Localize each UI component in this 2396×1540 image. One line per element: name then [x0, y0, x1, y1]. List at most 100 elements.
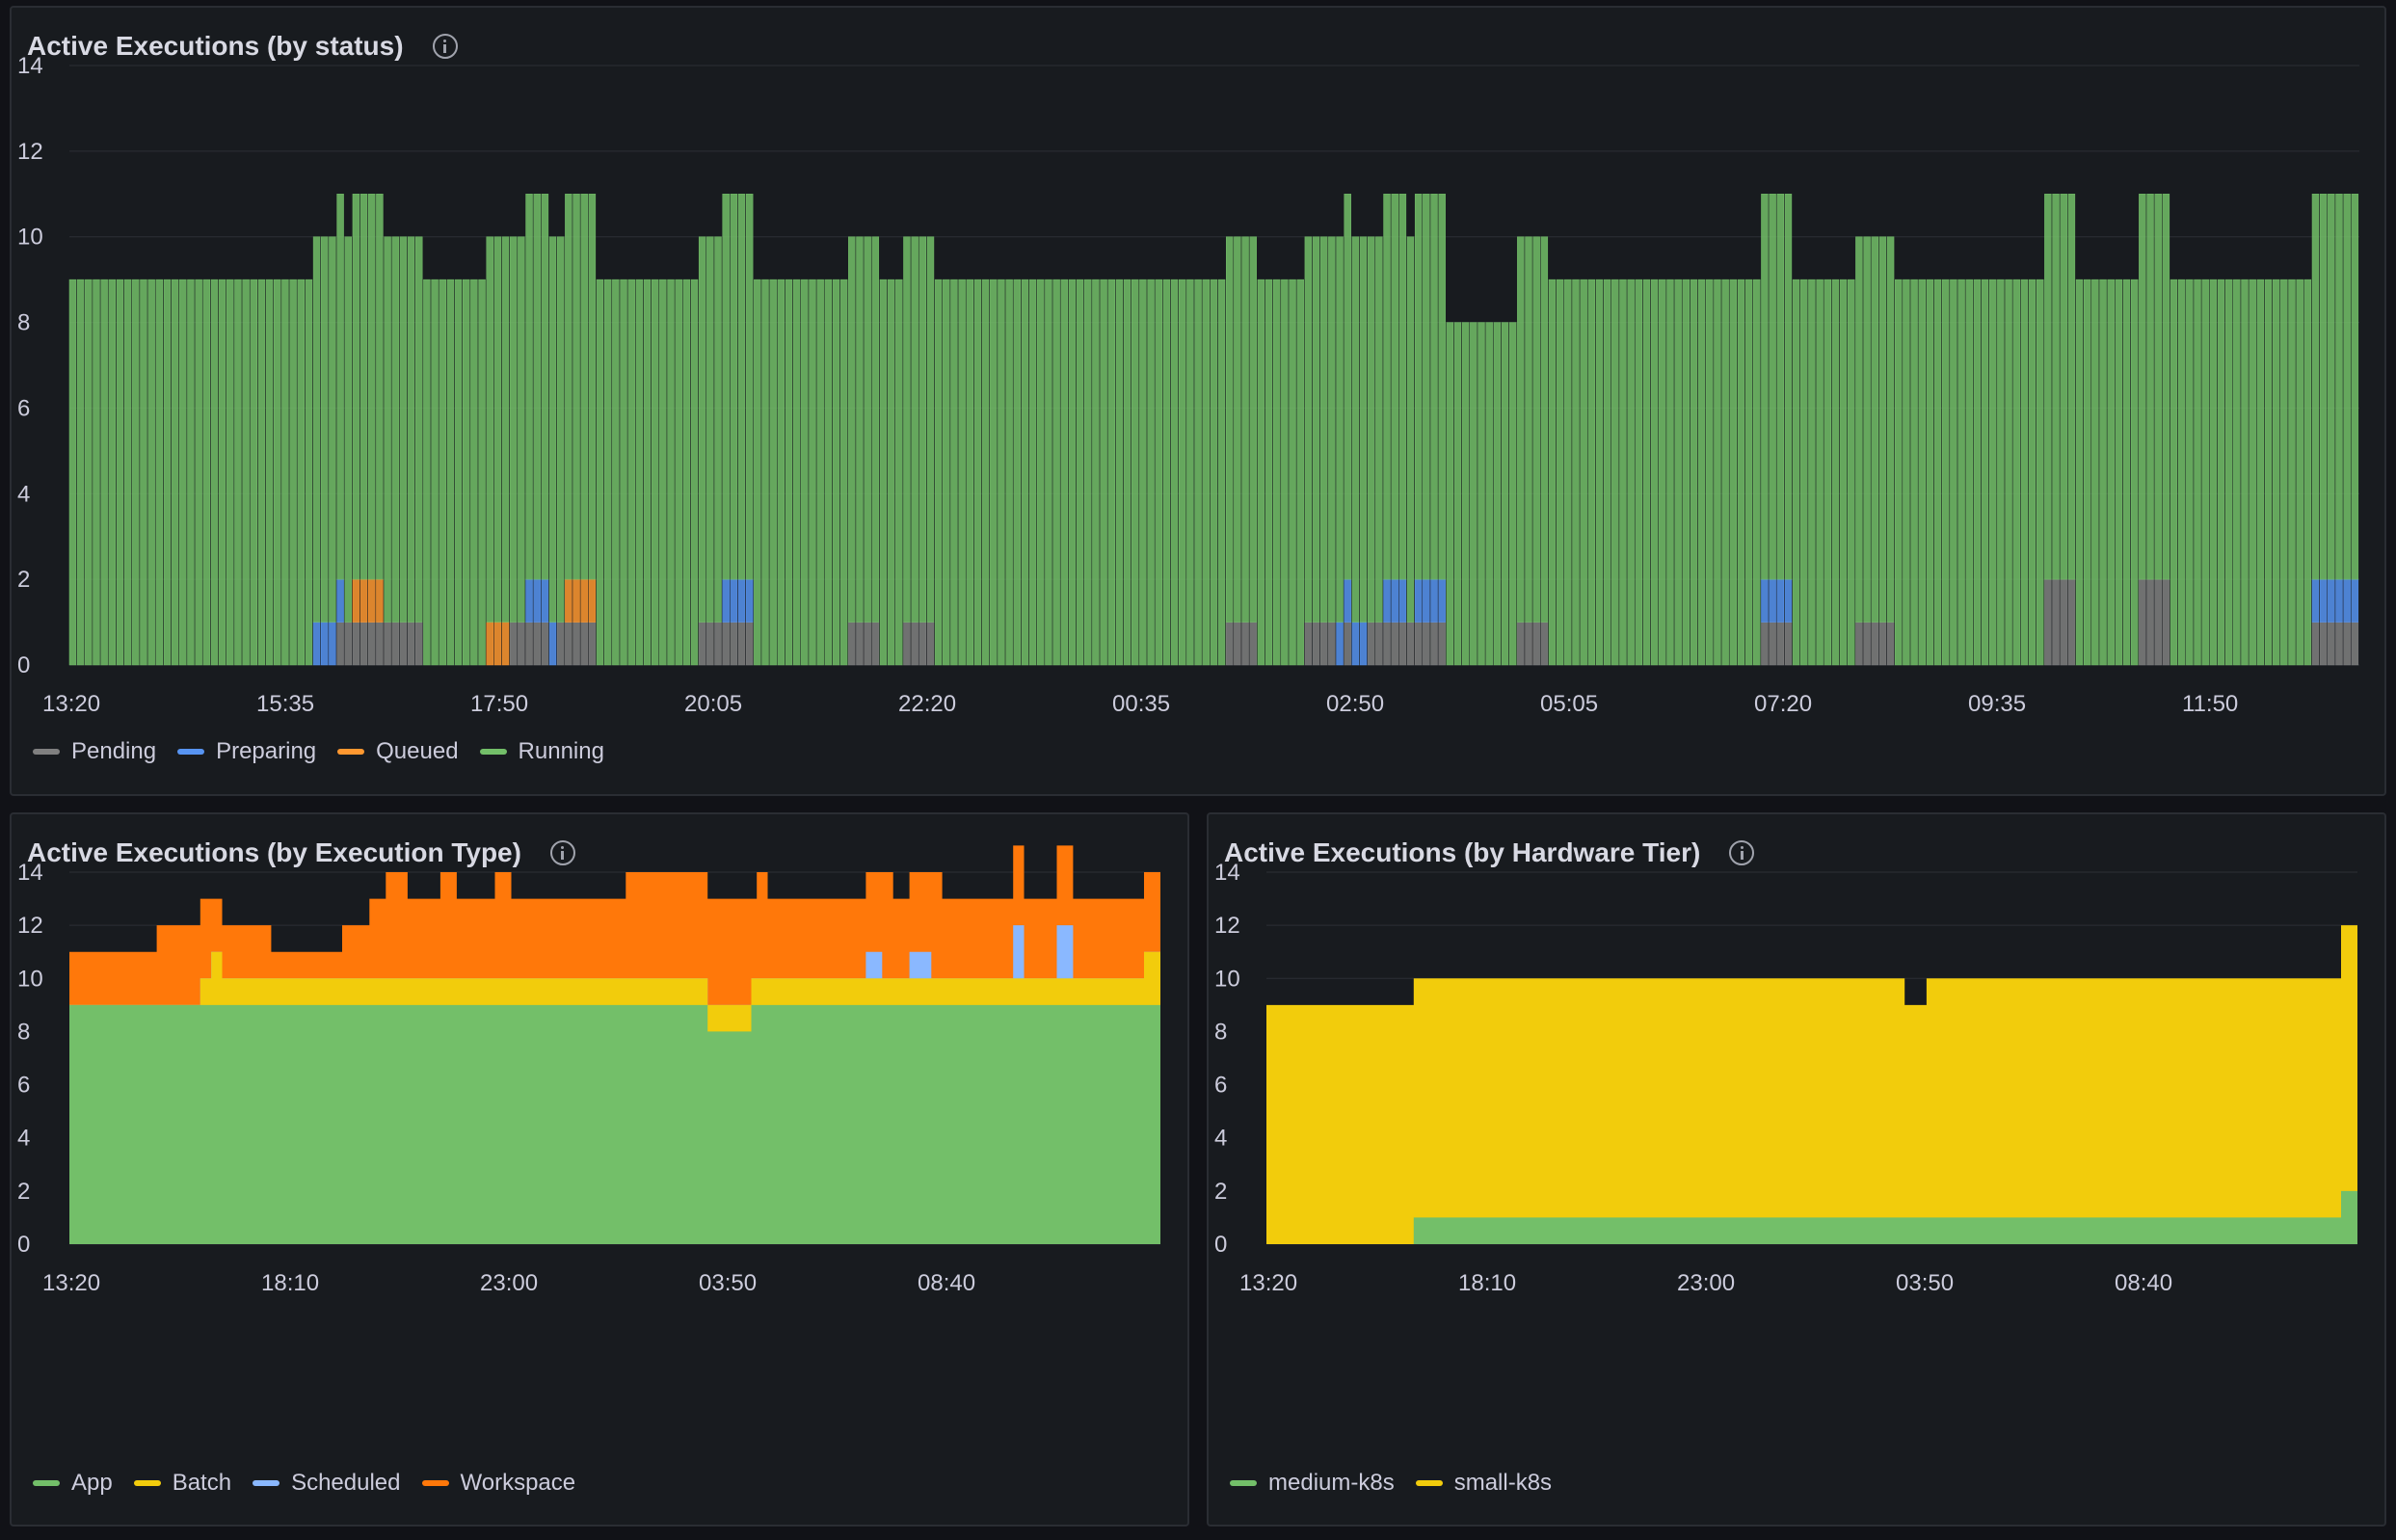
bar-pending [391, 622, 399, 666]
bar-running [1989, 279, 1997, 666]
bar-running [2083, 279, 2091, 666]
bar-running [1485, 322, 1493, 666]
bar-running [1438, 194, 1446, 580]
bar-running [1162, 279, 1171, 666]
bar-running [1092, 279, 1100, 666]
y-tick-label: 2 [1214, 1179, 1227, 1205]
legend: App Batch Scheduled Workspace [33, 1470, 575, 1497]
x-tick-label: 03:50 [699, 1270, 757, 1296]
legend-label: Queued [376, 738, 459, 764]
bar-preparing [2311, 578, 2320, 623]
bar-pending [2146, 578, 2154, 666]
bar-running [297, 279, 305, 666]
legend-item-batch[interactable]: Batch [133, 1470, 231, 1497]
bar-running [1580, 279, 1587, 666]
legend-item-running[interactable]: Running [479, 738, 604, 765]
bar-running [1021, 279, 1029, 666]
legend-item-preparing[interactable]: Preparing [177, 738, 316, 765]
bar-running [548, 236, 557, 623]
bar-running [1564, 279, 1572, 666]
bar-running [1910, 279, 1918, 666]
bar-running [1328, 236, 1336, 623]
bar-running [2194, 279, 2201, 666]
tier-area-chart[interactable]: 0 2 4 6 8 10 12 14 13:20 18:10 23:00 03:50 08:40 [1209, 860, 2388, 1470]
bar-running [1100, 279, 1107, 666]
bar-running [769, 279, 777, 666]
legend-item-app[interactable]: App [33, 1470, 113, 1497]
bar-running [1084, 279, 1092, 666]
bar-running [1721, 279, 1729, 666]
legend-item-medium-k8s[interactable]: medium-k8s [1230, 1470, 1395, 1497]
bar-running [1107, 279, 1115, 666]
bar-running [1312, 236, 1320, 623]
bar-pending [399, 622, 408, 666]
y-tick-label: 12 [17, 913, 43, 939]
bar-running [2280, 279, 2288, 666]
y-tick-label: 0 [17, 652, 30, 678]
info-icon[interactable] [1729, 840, 1755, 865]
bar-pending [1430, 622, 1438, 666]
bar-preparing [1769, 578, 1776, 623]
bar-pending [918, 622, 927, 666]
legend-swatch [133, 1480, 161, 1486]
info-icon[interactable] [549, 840, 575, 865]
bar-running [1123, 279, 1131, 666]
bar-running [943, 279, 950, 666]
bar-pending [1375, 622, 1383, 666]
bar-pending [407, 622, 415, 666]
bar-running [1076, 279, 1084, 666]
bar-running [1375, 236, 1383, 623]
bar-running [1926, 279, 1934, 666]
bar-running [2311, 194, 2320, 580]
legend-item-workspace[interactable]: Workspace [421, 1470, 575, 1497]
bar-running [344, 236, 352, 623]
legend-item-pending[interactable]: Pending [33, 738, 156, 765]
y-tick-label: 10 [17, 966, 43, 992]
panel-header: Active Executions (by status) [27, 27, 458, 66]
legend-item-small-k8s[interactable]: small-k8s [1415, 1470, 1552, 1497]
bar-running [1289, 279, 1296, 666]
bar-pending [384, 622, 391, 666]
bar-running [588, 194, 597, 580]
bar-preparing [336, 578, 344, 623]
bar-running [1359, 236, 1368, 623]
bar-running [132, 279, 140, 666]
y-tick-label: 8 [17, 310, 30, 336]
bar-running [359, 194, 368, 580]
bar-pending [1391, 622, 1398, 666]
bar-preparing [2351, 578, 2359, 623]
bar-running [533, 194, 541, 580]
bar-running [1532, 236, 1540, 623]
bar-running [1517, 236, 1525, 623]
legend-item-queued[interactable]: Queued [337, 738, 459, 765]
bar-running [1903, 279, 1910, 666]
bar-preparing [1344, 578, 1351, 623]
status-bar-chart[interactable]: 0 2 4 6 8 10 12 14 13:20 15:35 17:50 20:05 22:20 00:3… [12, 53, 2388, 730]
bar-running [478, 279, 486, 666]
panel-title: Active Executions (by Hardware Tier) [1224, 837, 1701, 867]
legend-swatch [177, 749, 205, 755]
bar-pending [415, 622, 423, 666]
bar-queued [352, 578, 360, 623]
bar-pending [556, 622, 565, 666]
y-tick-label: 14 [17, 860, 43, 886]
bar-running [596, 279, 604, 666]
bar-running [1319, 236, 1328, 623]
bar-running [990, 279, 998, 666]
bar-running [1863, 236, 1871, 623]
bar-running [2319, 194, 2328, 580]
bar-running [722, 194, 730, 580]
bar-running [1635, 279, 1643, 666]
bar-running [2028, 279, 2037, 666]
legend-item-scheduled[interactable]: Scheduled [253, 1470, 401, 1497]
legend-label: Scheduled [291, 1470, 401, 1496]
info-icon[interactable] [432, 34, 458, 59]
bar-running [565, 194, 572, 580]
x-tick-label: 05:05 [1540, 691, 1598, 717]
type-area-chart[interactable]: 0 2 4 6 8 10 12 14 13:20 18:10 23:00 03:50 08:40 [12, 845, 1191, 1470]
bar-running [871, 236, 880, 623]
bar-running [2343, 194, 2351, 580]
bar-running [1391, 194, 1398, 580]
bar-preparing [730, 578, 738, 623]
bar-running [1776, 194, 1785, 580]
